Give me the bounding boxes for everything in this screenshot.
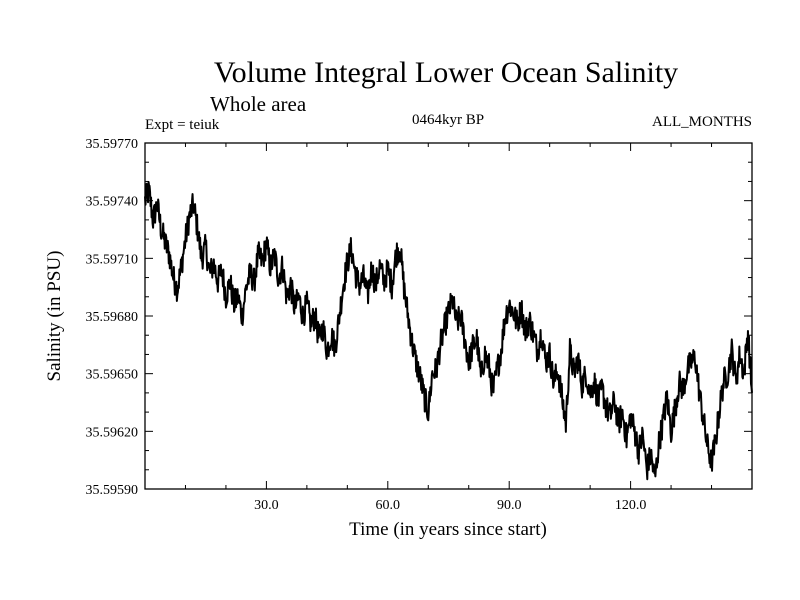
chart-subtitle: Whole area bbox=[210, 92, 307, 116]
x-tick-label: 90.0 bbox=[497, 498, 522, 513]
x-tick-label: 120.0 bbox=[615, 498, 647, 513]
x-tick-label: 60.0 bbox=[376, 498, 401, 513]
x-tick-labels: 30.0 60.0 90.0 120.0 bbox=[254, 498, 646, 513]
y-tick-label: 35.59620 bbox=[86, 425, 139, 440]
y-tick-label: 35.59710 bbox=[86, 252, 139, 267]
y-tick-label: 35.59770 bbox=[86, 137, 139, 152]
experiment-label: Expt = teiuk bbox=[145, 117, 220, 133]
y-tick-label: 35.59740 bbox=[86, 195, 139, 210]
y-tick-labels: 35.59590 35.59620 35.59650 35.59680 35.59710… bbox=[86, 137, 139, 498]
y-axis-label: Salinity (in PSU) bbox=[44, 251, 65, 382]
y-tick-label: 35.59590 bbox=[86, 483, 139, 498]
x-axis-label: Time (in years since start) bbox=[349, 519, 547, 540]
y-tick-label: 35.59650 bbox=[86, 368, 139, 383]
months-label: ALL_MONTHS bbox=[652, 114, 752, 130]
salinity-series-line bbox=[144, 180, 753, 481]
chart-title: Volume Integral Lower Ocean Salinity bbox=[214, 56, 678, 89]
y-tick-label: 35.59680 bbox=[86, 310, 139, 325]
x-tick-label: 30.0 bbox=[254, 498, 279, 513]
period-label: 0464kyr BP bbox=[412, 112, 484, 128]
